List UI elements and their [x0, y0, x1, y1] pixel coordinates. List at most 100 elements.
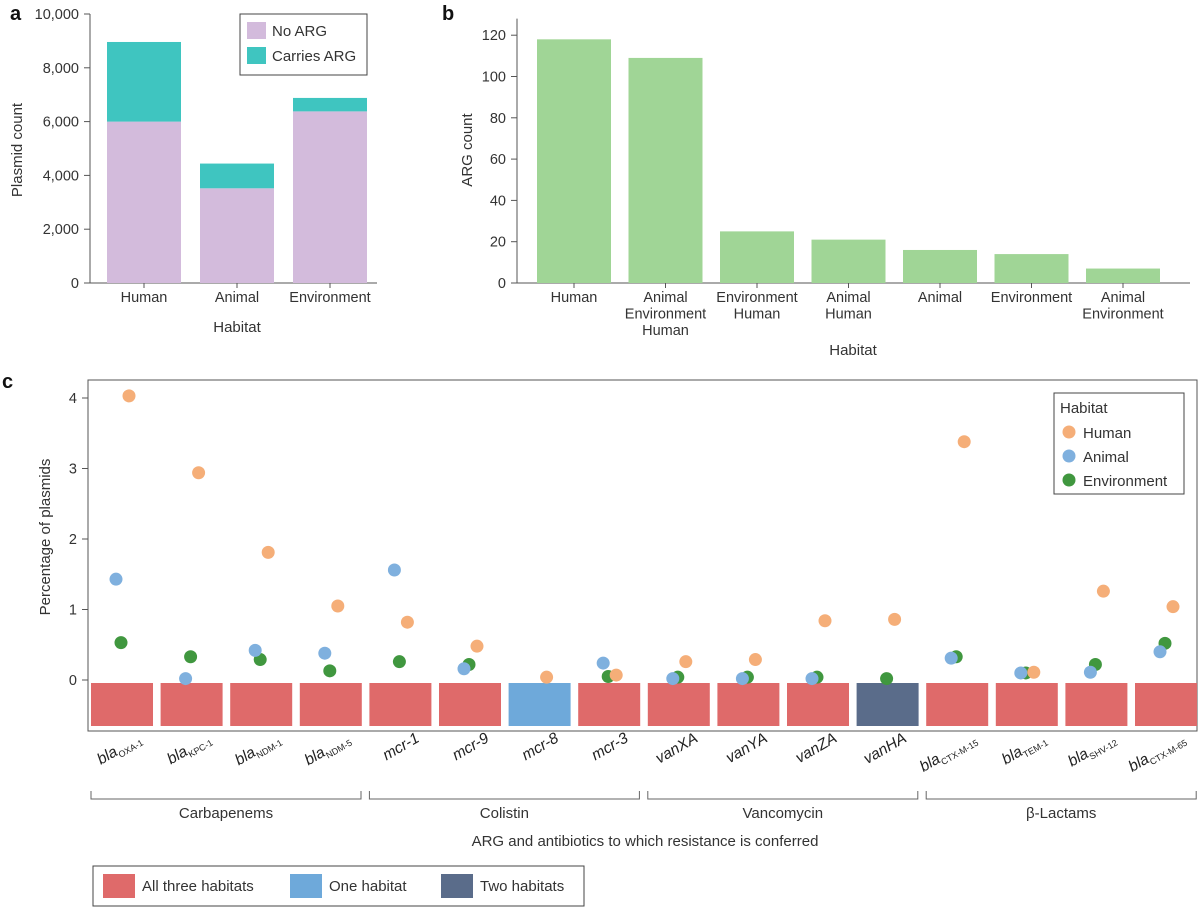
- point-bla-kpc-1-environment: [184, 650, 198, 664]
- legend-swatch-two-habitats: [441, 874, 473, 898]
- panel-a-letter: a: [10, 3, 22, 25]
- group-label-lactams: β-Lactams: [1026, 805, 1096, 822]
- x-label-line: Human: [734, 307, 781, 323]
- legend-label-all-three: All three habitats: [142, 878, 254, 895]
- bar-environment-no-arg: [293, 111, 367, 284]
- bar-human-no-arg: [107, 121, 181, 283]
- point-bla-ctx-m-15-human: [957, 435, 971, 449]
- panel-b-y-tick-label: 40: [490, 193, 506, 209]
- x-label-line: Environment: [1082, 307, 1163, 323]
- legend-label-two-habitats: Two habitats: [480, 878, 564, 895]
- point-vanya-animal: [735, 672, 749, 686]
- legend-label-environment: Environment: [1083, 473, 1168, 490]
- panel-c-y-axis: 0 1 2 3 4: [69, 391, 88, 689]
- x-label-line: Environment: [716, 290, 797, 306]
- point-bla-ctx-m-65-human: [1166, 600, 1180, 614]
- point-bla-ctx-m-65-animal: [1153, 645, 1167, 659]
- gene-label-vanxa: vanXA: [653, 730, 701, 768]
- panel-c-legend-title: Habitat: [1060, 400, 1108, 417]
- panel-a-axes: 0 2,000 4,000 6,000 8,000 10,000: [35, 7, 377, 292]
- point-mcr-3-human: [609, 668, 623, 682]
- point-vanha-human: [888, 612, 902, 626]
- gene-label-mcr-3: mcr-3: [589, 730, 632, 765]
- panel-c-letter: c: [2, 371, 13, 393]
- legend-dot-environment: [1062, 473, 1076, 487]
- legend-label-carries-arg: Carries ARG: [272, 48, 356, 65]
- point-bla-tem-1-animal: [1014, 666, 1028, 680]
- habitat-block-mcr-8: [508, 683, 571, 726]
- x-label-line: Human: [825, 307, 872, 323]
- panel-c-group-brackets: Carbapenems Colistin Vancomycin β-Lactams: [90, 791, 1197, 822]
- habitat-block-mcr-1: [369, 683, 432, 726]
- legend-label-animal: Animal: [1083, 449, 1129, 466]
- panel-c-y-tick-label: 2: [69, 532, 77, 548]
- gene-label-vanya: vanYA: [723, 730, 770, 767]
- point-bla-ndm-5-human: [331, 599, 345, 613]
- gene-label-bla-shv-12: blaSHV-12: [1065, 730, 1119, 772]
- panel-b-letter: b: [442, 3, 454, 25]
- bar-animal-environment-human: [628, 57, 703, 283]
- point-mcr-8-human: [540, 670, 554, 684]
- gene-label-bla-ndm-5: blaNDM-5: [302, 730, 354, 771]
- point-vanha-environment: [880, 672, 894, 686]
- point-mcr-3-animal: [596, 656, 610, 670]
- legend-swatch-no-arg: [247, 22, 266, 39]
- gene-label-vanha: vanHA: [861, 730, 910, 768]
- point-mcr-9-animal: [457, 662, 471, 676]
- habitat-block-vanha: [856, 683, 919, 726]
- legend-swatch-carries-arg: [247, 47, 266, 64]
- legend-label-one-habitat: One habitat: [329, 878, 407, 895]
- legend-swatch-one-habitat: [290, 874, 322, 898]
- bar-animal-no-arg: [200, 188, 274, 283]
- point-vanza-human: [818, 614, 832, 628]
- point-mcr-1-animal: [387, 563, 401, 577]
- panel-b-y-tick-label: 60: [490, 152, 506, 168]
- bar-animal-carries-arg: [200, 163, 274, 189]
- habitat-block-bla-kpc-1: [160, 683, 223, 726]
- panel-c-gene-labels: blaOXA-1 blaKPC-1 blaNDM-1 blaNDM-5 mcr-1 mcr…: [94, 730, 1189, 776]
- x-label-line: Animal: [918, 290, 962, 306]
- habitat-block-bla-ndm-1: [230, 683, 293, 726]
- panel-b-y-title: ARG count: [459, 112, 476, 186]
- bar-animal-environment: [1086, 268, 1160, 283]
- legend-label-no-arg: No ARG: [272, 23, 327, 40]
- point-bla-shv-12-animal: [1083, 665, 1097, 679]
- legend-dot-animal: [1062, 449, 1076, 463]
- bar-environment-human: [720, 231, 794, 283]
- bar-animal: [903, 249, 977, 283]
- panel-a-y-tick-label: 8,000: [43, 61, 79, 77]
- x-label-animal: Animal: [215, 290, 259, 306]
- x-label-line: Environment: [625, 307, 706, 323]
- gene-label-mcr-9: mcr-9: [449, 730, 492, 765]
- panel-b-x-labels: Human AnimalEnvironmentHumanEnvironmentHu…: [551, 283, 1164, 339]
- point-bla-oxa-1-environment: [114, 636, 128, 650]
- x-label-line: Animal: [643, 290, 687, 306]
- panel-a-y-tick-label: 10,000: [35, 7, 79, 23]
- bar-human: [537, 39, 611, 283]
- bar-human-carries-arg: [107, 41, 181, 122]
- gene-label-bla-ndm-1: blaNDM-1: [232, 730, 284, 771]
- panel-c-legend-box: [1053, 392, 1185, 495]
- group-bracket-lactams: [925, 791, 1197, 800]
- panel-a-y-title: Plasmid count: [9, 102, 26, 197]
- habitat-count-legend-box: [92, 865, 585, 907]
- habitat-block-bla-ctx-m-65: [1135, 683, 1197, 726]
- panel-b-y-tick-label: 20: [490, 235, 506, 251]
- panel-b-y-tick-label: 80: [490, 111, 506, 127]
- panel-b-bars: [537, 39, 1160, 283]
- panel-c-habitat-blocks: [91, 683, 1197, 726]
- habitat-block-mcr-3: [578, 683, 641, 726]
- panel-c-y-tick-label: 4: [69, 391, 77, 407]
- gene-label-bla-tem-1: blaTEM-1: [999, 730, 1050, 770]
- bar-animal-human: [811, 239, 886, 283]
- habitat-block-vanxa: [647, 683, 710, 726]
- point-bla-kpc-1-animal: [179, 672, 193, 686]
- x-label-line: Human: [642, 323, 689, 339]
- panel-a-legend: No ARG Carries ARG: [239, 13, 368, 76]
- point-bla-ndm-5-animal: [318, 646, 332, 660]
- panel-a-bars: [107, 41, 367, 284]
- point-vanza-animal: [805, 672, 819, 686]
